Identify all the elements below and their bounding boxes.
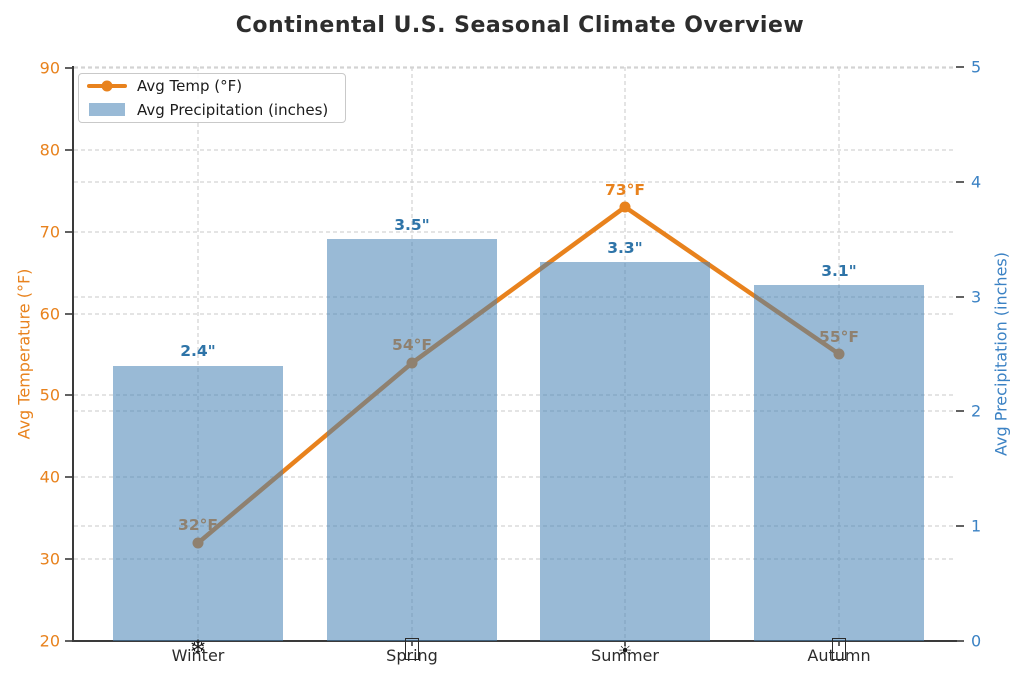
x-tick-label-autumn: Autumn [807, 646, 871, 665]
missing-emoji-glyph-autumn [832, 638, 846, 660]
left-tick-marks [65, 67, 73, 642]
legend-patch-sample [89, 103, 125, 117]
precip-label-autumn: 3.1" [821, 262, 857, 280]
left-tick-60: 60 [39, 304, 60, 324]
legend-item-precip: Avg Precipitation (inches) [79, 100, 345, 121]
right-tick-2: 2 [971, 401, 982, 421]
left-tick-80: 80 [39, 140, 60, 160]
vertical-gridlines [197, 67, 840, 641]
legend-label-precip: Avg Precipitation (inches) [137, 100, 329, 119]
right-tick-4: 4 [971, 172, 982, 192]
temp-line [195, 204, 842, 546]
left-tick-70: 70 [39, 222, 60, 242]
precip-label-summer: 3.3" [607, 239, 643, 257]
legend-label-temp: Avg Temp (°F) [137, 77, 243, 96]
x-tick-label-spring: Spring [386, 646, 438, 665]
precip-patch-swatch [87, 103, 127, 117]
x-tick-label-summer: Summer [591, 646, 659, 665]
precip-bar-winter [113, 366, 283, 641]
precip-bar-spring [327, 239, 497, 641]
legend-marker-dot [101, 80, 113, 92]
left-tick-50: 50 [39, 385, 60, 405]
left-tick-30: 30 [39, 549, 60, 569]
sun-icon: ☀ [617, 641, 633, 660]
y-axis-left-label: Avg Temperature (°F) [14, 268, 34, 440]
right-tick-0: 0 [971, 631, 982, 651]
legend-item-temp: Avg Temp (°F) [79, 76, 345, 97]
precip-bar-autumn [754, 285, 924, 641]
y-axis-right-label: Avg Precipitation (inches) [991, 252, 1011, 456]
right-tick-marks [956, 66, 964, 642]
left-tick-90: 90 [39, 58, 60, 78]
axis-spines [72, 66, 957, 642]
right-tick-3: 3 [971, 287, 982, 307]
temp-line-swatch [87, 80, 127, 92]
x-tick-label-winter: Winter [171, 646, 225, 665]
legend: Avg Temp (°F) Avg Precipitation (inches) [78, 73, 346, 123]
snowflake-icon: ❄ [189, 635, 207, 659]
missing-emoji-glyph-spring [405, 638, 419, 660]
temp-label-summer: 73°F [605, 181, 645, 199]
precip-label-spring: 3.5" [394, 216, 430, 234]
precip-bar-summer [540, 262, 710, 641]
temp-line-markers [192, 201, 845, 549]
chart-title: Continental U.S. Seasonal Climate Overvi… [235, 13, 805, 38]
left-tick-40: 40 [39, 467, 60, 487]
bottom-tick-marks [197, 641, 840, 646]
right-tick-1: 1 [971, 516, 982, 536]
left-tick-20: 20 [39, 631, 60, 651]
precip-label-winter: 2.4" [180, 342, 216, 360]
right-tick-5: 5 [971, 57, 982, 77]
temp-marker-summer [619, 201, 631, 213]
